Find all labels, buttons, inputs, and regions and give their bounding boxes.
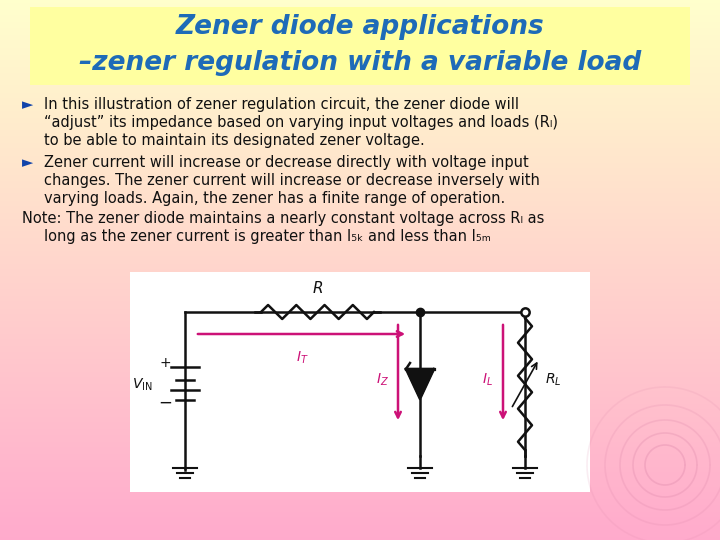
- Bar: [30, 7, 690, 85]
- Text: “adjust” its impedance based on varying input voltages and loads (Rₗ): “adjust” its impedance based on varying …: [44, 115, 558, 130]
- Text: $V_{\mathrm{IN}}$: $V_{\mathrm{IN}}$: [132, 377, 153, 393]
- Text: $\mathit{I}_T$: $\mathit{I}_T$: [296, 350, 308, 367]
- Bar: [130, 272, 590, 492]
- Text: ►: ►: [22, 155, 33, 170]
- Text: +: +: [159, 356, 171, 370]
- Text: changes. The zener current will increase or decrease inversely with: changes. The zener current will increase…: [44, 173, 540, 188]
- Text: Zener diode applications: Zener diode applications: [176, 14, 544, 40]
- Text: to be able to maintain its designated zener voltage.: to be able to maintain its designated ze…: [44, 133, 425, 148]
- Bar: [0, 180, 720, 270]
- Text: Note: The zener diode maintains a nearly constant voltage across Rₗ as: Note: The zener diode maintains a nearly…: [22, 211, 544, 226]
- Text: $\mathit{I}_L$: $\mathit{I}_L$: [482, 372, 492, 388]
- Text: −: −: [158, 394, 172, 412]
- Text: –zener regulation with a variable load: –zener regulation with a variable load: [79, 50, 641, 76]
- Text: In this illustration of zener regulation circuit, the zener diode will: In this illustration of zener regulation…: [44, 97, 519, 112]
- Text: R: R: [312, 281, 323, 296]
- Text: long as the zener current is greater than I₅ₖ and less than I₅ₘ: long as the zener current is greater tha…: [44, 229, 491, 244]
- Text: varying loads. Again, the zener has a finite range of operation.: varying loads. Again, the zener has a fi…: [44, 191, 505, 206]
- Text: $\mathit{I}_Z$: $\mathit{I}_Z$: [376, 372, 389, 388]
- Text: ►: ►: [22, 97, 33, 112]
- Polygon shape: [406, 369, 434, 399]
- Text: $R_L$: $R_L$: [545, 372, 562, 388]
- Text: Zener current will increase or decrease directly with voltage input: Zener current will increase or decrease …: [44, 155, 528, 170]
